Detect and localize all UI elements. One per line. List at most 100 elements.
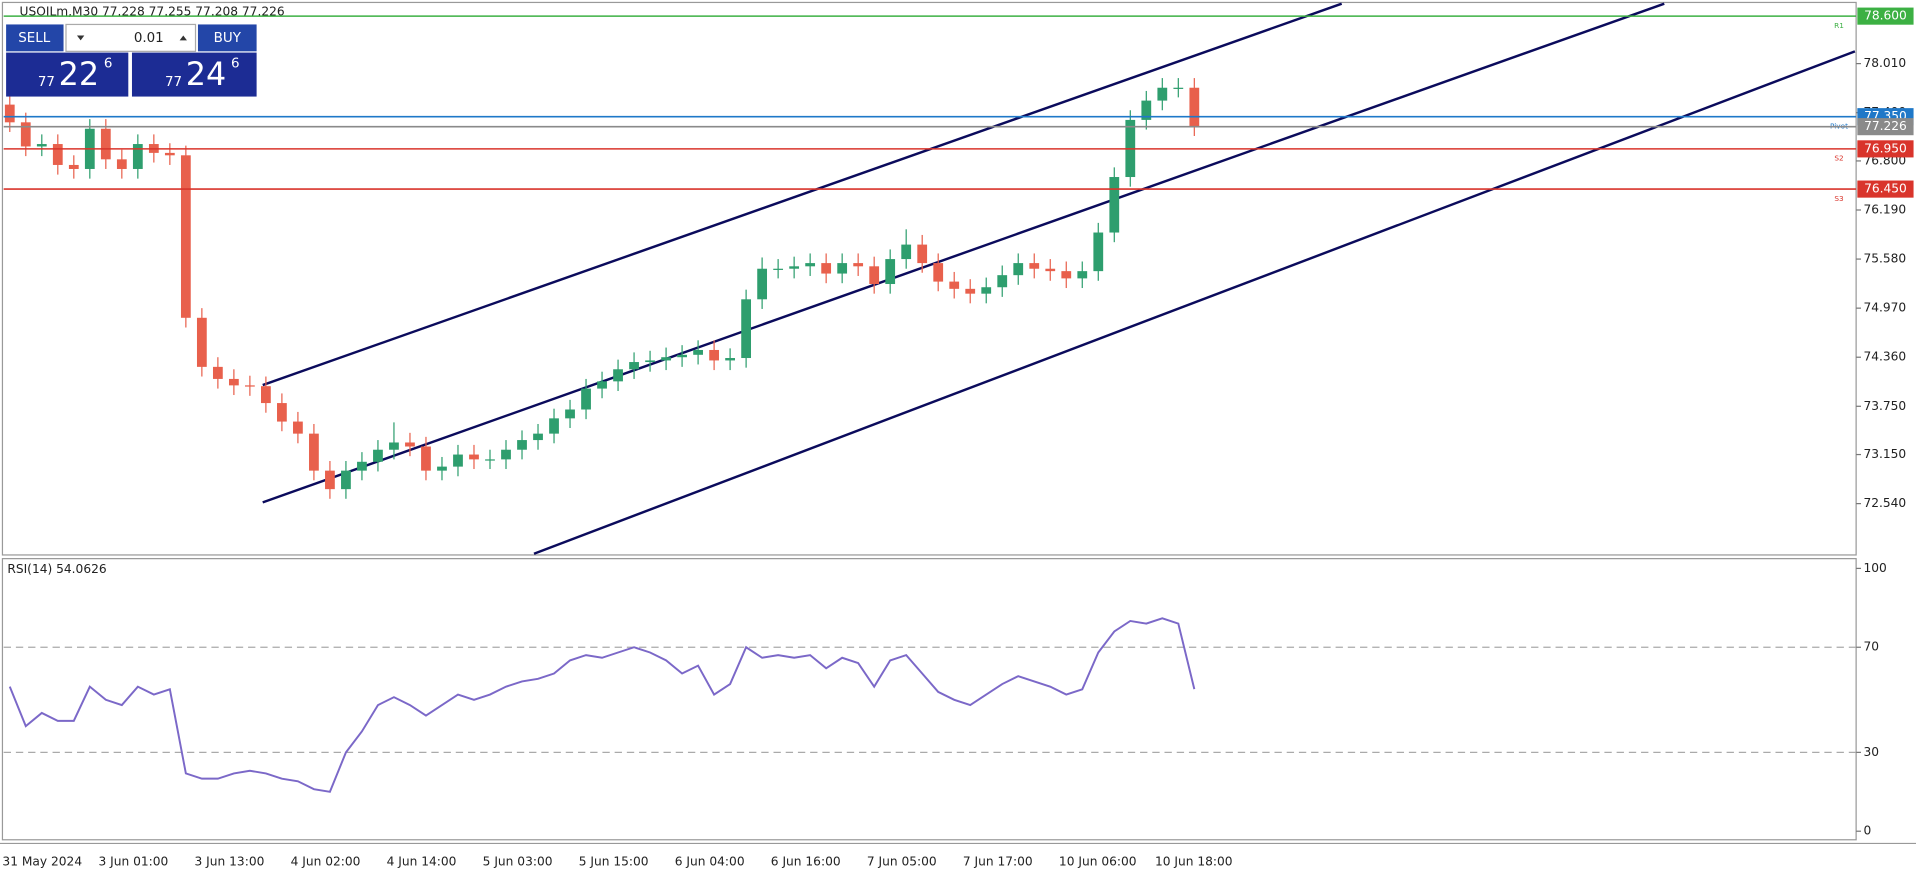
y-tick-label: 74.360 — [1863, 350, 1906, 364]
candle-body — [645, 360, 655, 363]
candle-body — [725, 358, 735, 361]
x-tick-label: 3 Jun 01:00 — [98, 854, 168, 868]
candle-body — [485, 459, 495, 461]
candle-body — [549, 418, 559, 434]
panel-title: USOILm,M30 77.228 77.255 77.208 77.226 — [20, 5, 285, 19]
x-tick-label: 6 Jun 04:00 — [675, 854, 745, 868]
candle-body — [437, 466, 447, 471]
bid-main: 22 — [59, 57, 99, 93]
candle-body — [36, 144, 47, 147]
candle-body — [164, 152, 175, 156]
candle-body — [100, 128, 111, 160]
candle-body — [1077, 271, 1088, 279]
candle-body — [325, 470, 335, 490]
candle-body — [341, 470, 351, 490]
bid-big: 77 — [38, 75, 55, 90]
rsi-panel — [1, 558, 1857, 841]
sell-button[interactable] — [6, 24, 64, 52]
candle-body — [533, 433, 543, 441]
candle-body — [228, 378, 239, 386]
candle-body — [469, 454, 479, 460]
buy-label: BUY — [214, 31, 242, 46]
y-tick-label: 30 — [1863, 745, 1879, 759]
y-tick-label: 75.580 — [1863, 252, 1906, 266]
marks: USOILm,M30 77.228 77.255 77.208 77.226 78… — [2, 5, 1914, 868]
candle-body — [901, 244, 912, 260]
candle-body — [1173, 87, 1184, 89]
candle-body — [821, 263, 832, 274]
candle-body — [789, 266, 800, 269]
price-level-name: S3 — [1834, 194, 1844, 203]
candle-body — [4, 104, 15, 123]
candle-body — [581, 388, 591, 410]
price-level-tag — [1857, 140, 1914, 158]
candle-body — [933, 263, 944, 282]
lot-up[interactable] — [179, 35, 187, 41]
candle-body — [52, 144, 63, 165]
ask-big: 77 — [165, 75, 182, 90]
ask-sup: 6 — [231, 57, 240, 72]
candle-body — [1141, 100, 1152, 120]
channel-line — [262, 2, 1343, 387]
candle-body — [1061, 271, 1072, 279]
y-tick-label: 72.540 — [1863, 496, 1906, 510]
candle-body — [677, 354, 687, 358]
y-tick-label: 78.010 — [1863, 56, 1906, 70]
candle-body — [196, 317, 207, 367]
x-tick-label: 4 Jun 14:00 — [387, 854, 457, 868]
panel-title: RSI(14) 54.0626 — [7, 562, 106, 576]
candle-body — [1029, 263, 1040, 269]
candle-body — [68, 164, 79, 169]
candle-body — [20, 122, 31, 147]
ask-box[interactable] — [131, 52, 257, 97]
x-tick-label: 31 May 2024 — [2, 854, 82, 868]
sell-label: SELL — [18, 31, 51, 46]
bid-box[interactable] — [6, 52, 129, 97]
candle-body — [1189, 87, 1200, 127]
y-tick-label: 74.970 — [1863, 301, 1906, 315]
price-level-name: S2 — [1834, 154, 1843, 163]
candle-body — [805, 263, 816, 267]
x-tick-label: 10 Jun 06:00 — [1059, 854, 1137, 868]
candle-body — [661, 357, 671, 361]
y-tick-label: 70 — [1863, 640, 1879, 654]
candle-body — [180, 155, 191, 318]
lot-down[interactable] — [76, 35, 85, 41]
candle-body — [212, 366, 223, 379]
candle-body — [981, 287, 992, 294]
candle-body — [693, 349, 703, 355]
candle-body — [116, 159, 127, 169]
y-tick-label: 73.150 — [1863, 447, 1906, 461]
candle-body — [389, 442, 399, 450]
x-tick-label: 7 Jun 05:00 — [867, 854, 937, 868]
lot-input[interactable] — [65, 23, 197, 52]
price-level-label: 76.450 — [1864, 182, 1907, 196]
candle-body — [405, 442, 415, 447]
channel-line — [262, 2, 1665, 504]
candle-body — [132, 144, 143, 169]
candle-body — [1157, 87, 1168, 101]
candle-body — [244, 385, 255, 387]
bid-sup: 6 — [104, 57, 113, 72]
x-tick-label: 5 Jun 03:00 — [483, 854, 553, 868]
x-tick-label: 6 Jun 16:00 — [771, 854, 841, 868]
candle-body — [741, 299, 752, 359]
candle-body — [917, 244, 928, 264]
candle-body — [709, 349, 719, 361]
trade-panel: SELL 0.01 BUY 77 22 6 77 24 6 — [6, 23, 257, 97]
y-tick-label: 100 — [1863, 561, 1886, 575]
candle-body — [293, 421, 303, 434]
candle-body — [1045, 268, 1056, 272]
candle-body — [613, 369, 623, 382]
price-level-name: R1 — [1834, 21, 1844, 30]
candle-body — [373, 449, 383, 462]
buy-button[interactable] — [197, 24, 257, 52]
lot-value: 0.01 — [134, 31, 164, 46]
price-level-label: 77.226 — [1864, 119, 1907, 133]
candle-body — [773, 268, 784, 270]
price-level-tag — [1857, 118, 1914, 136]
candle-body — [565, 409, 575, 419]
candle-body — [1109, 177, 1120, 233]
ask-main: 24 — [186, 57, 226, 93]
